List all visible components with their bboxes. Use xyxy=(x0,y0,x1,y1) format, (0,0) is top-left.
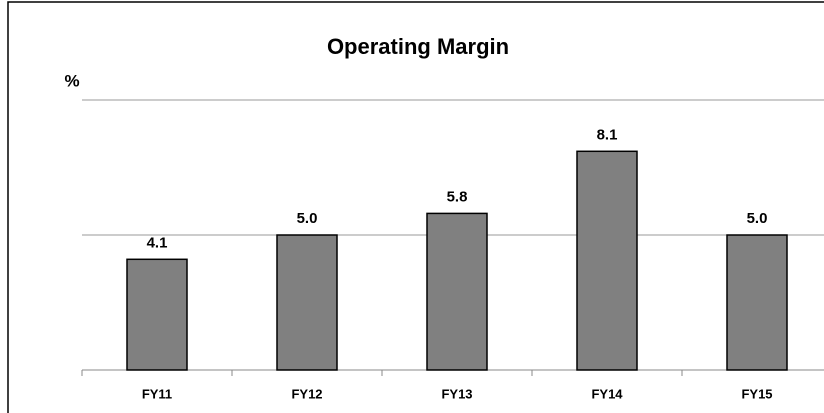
data-label: 8.1 xyxy=(597,126,618,143)
bar xyxy=(726,234,788,371)
x-tick-label: FY11 xyxy=(142,386,172,401)
bar xyxy=(276,234,338,371)
bar xyxy=(576,150,638,371)
chart-title: Operating Margin xyxy=(327,34,509,59)
data-label: 5.0 xyxy=(747,210,768,227)
bar xyxy=(426,212,488,371)
bar xyxy=(126,258,188,371)
data-label: 4.1 xyxy=(147,234,168,251)
x-tick-label: FY14 xyxy=(591,386,623,401)
data-label: 5.0 xyxy=(297,210,318,227)
data-label: 5.8 xyxy=(447,188,468,205)
y-axis-label: % xyxy=(64,71,79,90)
x-tick-label: FY13 xyxy=(441,386,472,401)
x-tick-label: FY12 xyxy=(291,386,322,401)
x-tick-label: FY15 xyxy=(741,386,772,401)
